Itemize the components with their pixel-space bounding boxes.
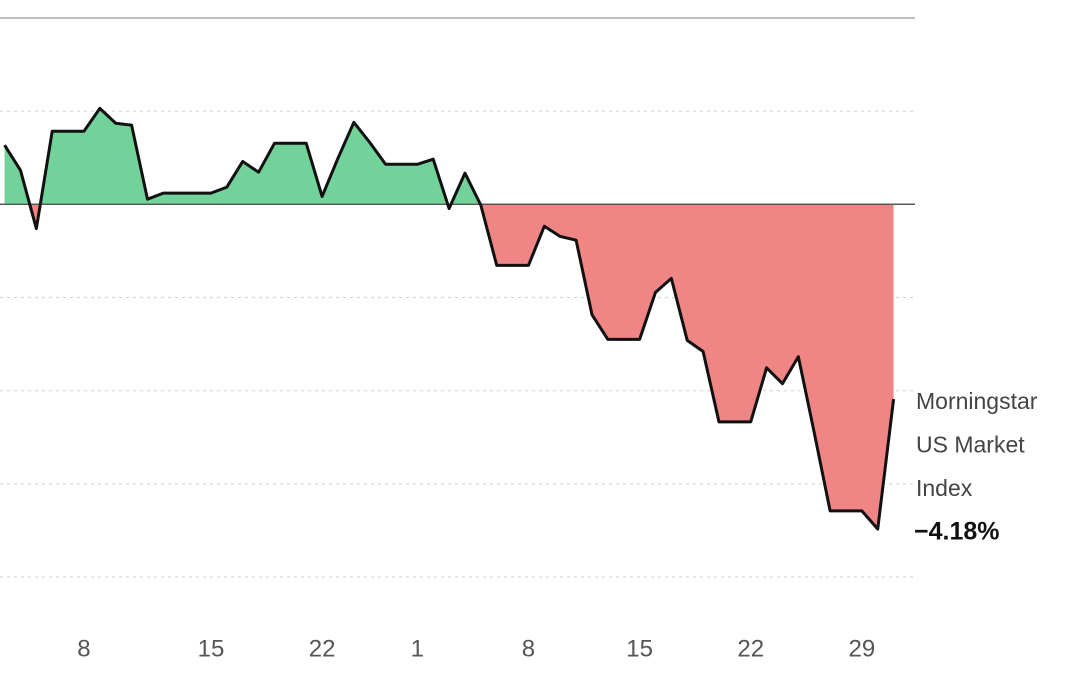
x-tick-label: 1 (411, 635, 424, 662)
series-name: Index (916, 475, 973, 501)
x-tick-label: 29 (848, 635, 875, 662)
x-tick-label: 8 (522, 635, 535, 662)
value-label: −4.18% (914, 518, 1000, 546)
x-tick-label: 15 (626, 635, 653, 662)
series-name: US Market (916, 432, 1025, 458)
x-tick-label: 8 (77, 635, 90, 662)
index-line (3, 106, 896, 531)
negative-area (29, 204, 894, 530)
x-tick-label: 15 (198, 635, 225, 662)
x-tick-label: 22 (309, 635, 336, 662)
series-name: Morningstar (916, 388, 1038, 414)
x-tick-label: 22 (737, 635, 764, 662)
